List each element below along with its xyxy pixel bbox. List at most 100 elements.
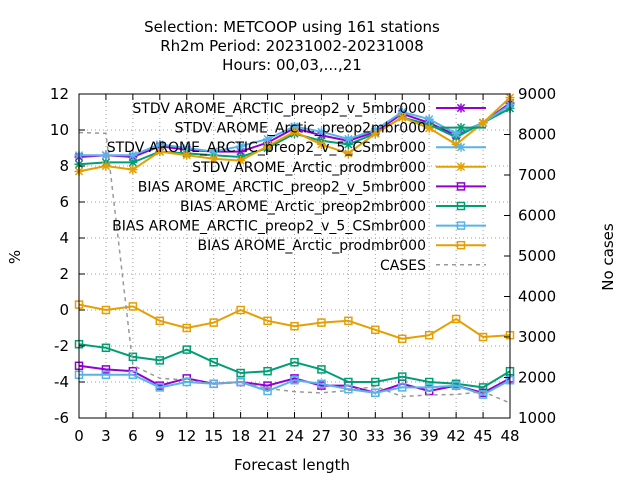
x-tick-label: 45 bbox=[474, 427, 493, 445]
data-point bbox=[236, 156, 246, 166]
y-axis-label: % bbox=[6, 250, 24, 264]
legend-marker bbox=[456, 240, 466, 250]
data-point bbox=[236, 368, 245, 378]
series-4 bbox=[74, 93, 515, 176]
data-point bbox=[236, 141, 246, 151]
series-7 bbox=[74, 370, 515, 399]
x-tick-label: 21 bbox=[258, 427, 277, 445]
data-point bbox=[371, 388, 380, 398]
data-point bbox=[290, 127, 299, 137]
y-tick-label: -4 bbox=[54, 373, 69, 391]
data-point bbox=[451, 381, 461, 390]
legend-marker bbox=[456, 221, 466, 230]
data-point bbox=[263, 316, 272, 326]
data-point bbox=[155, 316, 165, 326]
y2-tick-label: 5000 bbox=[518, 247, 556, 265]
x-tick-label: 9 bbox=[155, 427, 165, 445]
x-tick-label: 6 bbox=[128, 427, 138, 445]
data-point bbox=[371, 377, 380, 387]
legend-label: BIAS AROME_ARCTIC_preop2_v_5_CSmbr000 bbox=[112, 219, 426, 235]
legend-marker bbox=[456, 201, 466, 211]
legend-entry-9: CASES bbox=[380, 258, 486, 274]
x-tick-label: 15 bbox=[204, 427, 223, 445]
data-point bbox=[370, 129, 380, 139]
data-point bbox=[451, 314, 461, 324]
y-tick-label: 0 bbox=[59, 301, 69, 319]
series-layer bbox=[74, 93, 515, 404]
legend-entry-1: STDV AROME_ARCTIC_preop2_v_5mbr000 bbox=[132, 101, 486, 117]
data-point bbox=[209, 318, 218, 327]
data-point bbox=[371, 325, 380, 335]
data-point bbox=[182, 150, 192, 160]
data-point bbox=[316, 139, 326, 149]
legend-label: STDV AROME_ARCTIC_preop2_v_5mbr000 bbox=[132, 101, 426, 117]
x-tick-label: 24 bbox=[285, 427, 304, 445]
title-line-3: Hours: 00,03,...,21 bbox=[222, 56, 362, 74]
data-point bbox=[317, 365, 326, 374]
y2-tick-label: 2000 bbox=[518, 369, 556, 387]
series-line bbox=[78, 343, 511, 389]
data-point bbox=[290, 375, 299, 385]
data-point bbox=[155, 356, 165, 365]
series-8 bbox=[74, 300, 515, 344]
y-tick-label: -6 bbox=[54, 409, 69, 427]
legend-entry-7: BIAS AROME_ARCTIC_preop2_v_5_CSmbr000 bbox=[112, 219, 486, 235]
legend-marker bbox=[456, 103, 466, 113]
data-point bbox=[424, 377, 434, 387]
series-line bbox=[79, 373, 511, 396]
data-point bbox=[397, 112, 407, 122]
data-point bbox=[128, 302, 138, 311]
y-tick-label: 8 bbox=[59, 157, 69, 175]
data-point bbox=[424, 123, 434, 133]
y2-tick-label: 8000 bbox=[518, 126, 556, 144]
y-tick-label: 2 bbox=[59, 265, 69, 283]
data-point bbox=[236, 305, 245, 315]
data-point bbox=[209, 357, 218, 367]
data-point bbox=[344, 384, 353, 394]
data-point bbox=[128, 150, 138, 160]
data-point bbox=[263, 366, 272, 376]
y2-tick-label: 4000 bbox=[518, 288, 556, 306]
data-point bbox=[128, 165, 138, 175]
legend-entry-3: STDV AROME_ARCTIC_preop2_v_5_CSmbr000 bbox=[107, 140, 486, 156]
data-point bbox=[478, 332, 488, 342]
y-tick-label: -2 bbox=[54, 337, 69, 355]
data-point bbox=[209, 154, 219, 164]
x-tick-label: 27 bbox=[312, 427, 331, 445]
legend-label: CASES bbox=[380, 258, 426, 274]
data-point bbox=[101, 370, 111, 380]
y2-tick-label: 7000 bbox=[518, 166, 556, 184]
legend-entry-5: BIAS AROME_ARCTIC_preop2_v_5mbr000 bbox=[138, 179, 486, 195]
legend-label: STDV AROME_Arctic_preop2mbr000 bbox=[175, 121, 426, 137]
legend-marker bbox=[456, 123, 466, 133]
x-axis-label: Forecast length bbox=[234, 456, 350, 474]
data-point bbox=[398, 334, 407, 344]
data-point bbox=[290, 357, 299, 367]
legend-marker bbox=[456, 162, 466, 172]
legend-label: BIAS AROME_Arctic_prodmbr000 bbox=[198, 238, 426, 254]
x-tick-label: 48 bbox=[500, 427, 519, 445]
data-point bbox=[343, 148, 353, 158]
title-line-2: Rh2m Period: 20231002-20231008 bbox=[160, 37, 424, 55]
data-point bbox=[317, 379, 326, 389]
legend-entry-4: STDV AROME_Arctic_prodmbr000 bbox=[192, 160, 486, 176]
y-tick-label: 10 bbox=[50, 121, 69, 139]
legend-label: STDV AROME_ARCTIC_preop2_v_5_CSmbr000 bbox=[107, 140, 426, 156]
series-line bbox=[78, 131, 511, 404]
legend-label: BIAS AROME_Arctic_preop2mbr000 bbox=[180, 199, 426, 215]
axes: 0 3 6 9 12 15 18 21 24 27 30 33 36 39 42 45 48-6-4-20246… bbox=[50, 85, 556, 445]
data-point bbox=[316, 127, 326, 137]
data-point bbox=[128, 370, 138, 380]
x-tick-label: 42 bbox=[447, 427, 466, 445]
y2-tick-label: 6000 bbox=[518, 207, 556, 225]
legend-entry-8: BIAS AROME_Arctic_prodmbr000 bbox=[198, 238, 486, 254]
series-line bbox=[78, 303, 511, 340]
legend: STDV AROME_ARCTIC_preop2_v_5mbr000 STDV A… bbox=[107, 101, 486, 274]
y-tick-label: 6 bbox=[59, 193, 69, 211]
y2-tick-label: 1000 bbox=[518, 409, 556, 427]
data-point bbox=[478, 118, 488, 128]
data-point bbox=[317, 318, 326, 327]
data-point bbox=[424, 330, 434, 340]
x-tick-label: 3 bbox=[101, 427, 111, 445]
